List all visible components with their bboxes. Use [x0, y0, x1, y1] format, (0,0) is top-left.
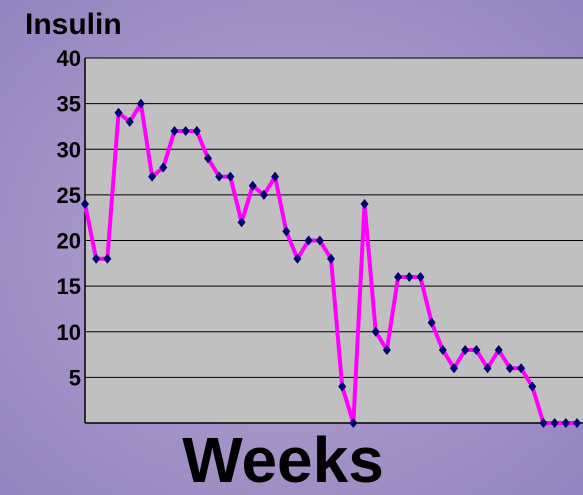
- marker: [81, 199, 89, 209]
- marker: [92, 253, 101, 264]
- marker: [204, 153, 212, 164]
- y-tick-label: 5: [69, 365, 81, 390]
- y-tick-label: 10: [57, 320, 81, 345]
- marker: [405, 272, 414, 282]
- y-tick-label: 35: [57, 92, 81, 117]
- marker: [181, 126, 190, 136]
- marker: [483, 363, 492, 374]
- marker: [450, 363, 458, 374]
- marker: [170, 126, 179, 136]
- y-tick-label: 15: [57, 274, 81, 299]
- marker: [304, 235, 313, 246]
- marker: [561, 418, 570, 428]
- marker: [528, 381, 537, 392]
- marker: [461, 345, 470, 355]
- marker: [125, 116, 134, 127]
- marker: [215, 171, 224, 182]
- y-tick-label: 40: [57, 46, 81, 71]
- marker: [438, 345, 447, 355]
- y-tick-label: 20: [57, 229, 81, 254]
- marker: [338, 381, 347, 392]
- marker: [327, 253, 335, 264]
- marker: [271, 171, 280, 182]
- marker: [237, 217, 246, 228]
- marker: [349, 418, 358, 428]
- chart-title: Insulin: [25, 8, 122, 41]
- marker: [382, 345, 391, 355]
- marker: [550, 418, 559, 428]
- marker: [371, 326, 380, 337]
- marker: [259, 189, 268, 200]
- marker: [136, 98, 145, 109]
- marker: [517, 363, 526, 374]
- marker: [416, 272, 425, 282]
- marker: [573, 418, 581, 428]
- marker: [427, 317, 436, 328]
- marker: [360, 199, 369, 209]
- marker: [315, 235, 324, 246]
- marker: [293, 253, 302, 264]
- marker: [494, 345, 503, 355]
- marker: [159, 162, 168, 173]
- marker: [539, 418, 548, 428]
- marker: [103, 253, 112, 264]
- marker: [192, 126, 201, 136]
- marker: [505, 363, 514, 374]
- marker: [282, 226, 291, 237]
- x-axis-label: Weeks: [182, 424, 384, 495]
- marker: [148, 171, 157, 182]
- marker: [394, 272, 403, 282]
- y-tick-label: 30: [57, 137, 81, 162]
- marker: [226, 171, 235, 182]
- marker: [248, 180, 257, 191]
- y-tick-label: 25: [57, 183, 81, 208]
- marker: [114, 107, 123, 118]
- marker: [472, 345, 481, 355]
